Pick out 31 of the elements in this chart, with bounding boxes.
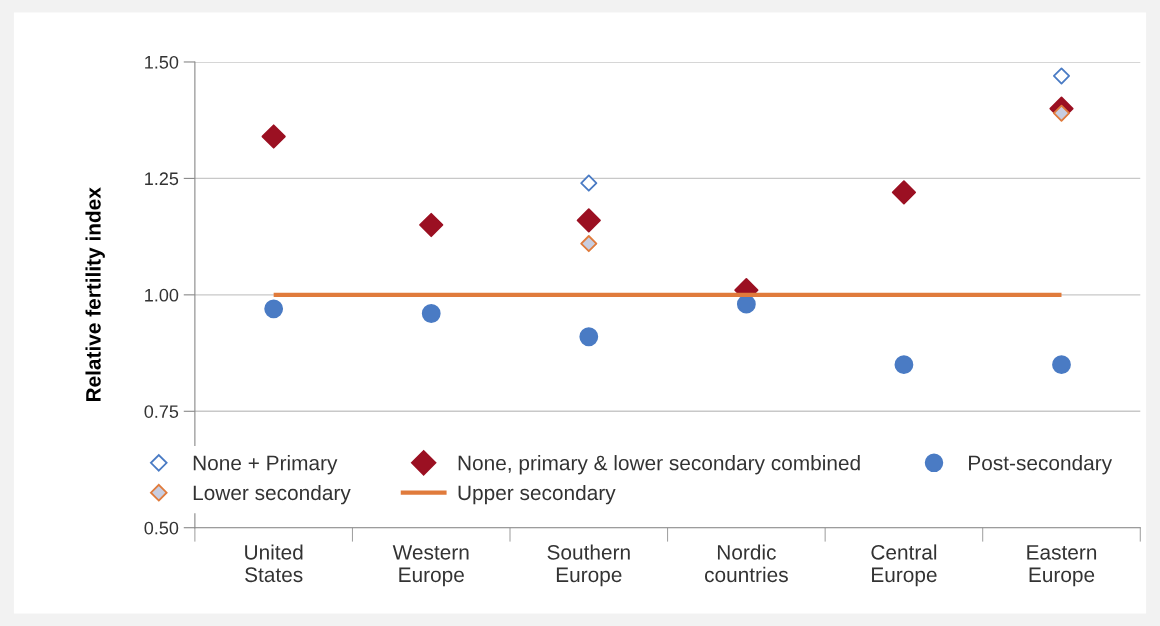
y-axis-title: Relative fertility index	[85, 187, 105, 402]
y-tick-label: 1.00	[145, 288, 179, 302]
x-tick-label: Eastern Europe	[1027, 545, 1097, 587]
point	[891, 180, 917, 205]
point	[421, 304, 441, 323]
legend-label: None + Primary	[193, 455, 338, 475]
point	[419, 212, 444, 238]
point	[580, 174, 598, 192]
y-tick-label: 1.50	[145, 55, 179, 69]
y-tick-label: 0.75	[144, 405, 179, 418]
legend-label: Post-secondary	[969, 455, 1113, 475]
y-tick-label: 1.25	[145, 172, 179, 186]
point	[894, 355, 914, 375]
x-tick-label: Southern Europe	[547, 544, 630, 587]
legend-label: Lower secondary	[193, 484, 351, 505]
point	[736, 294, 756, 314]
point	[580, 235, 598, 253]
x-tick-label: Western Europe	[392, 545, 469, 587]
point	[576, 208, 601, 233]
legend-label: Upper secondary	[458, 484, 616, 505]
point	[264, 299, 284, 319]
point	[579, 327, 599, 347]
point	[1052, 67, 1071, 85]
point	[261, 124, 286, 149]
point	[1052, 104, 1071, 122]
x-tick-label: United States	[245, 544, 303, 583]
y-tick-label: 0.50	[144, 521, 179, 535]
legend-label: None, primary & lower secondary combined	[458, 455, 860, 475]
x-tick-label: Nordic countries	[704, 544, 788, 583]
x-tick-label: Central Europe	[871, 544, 937, 587]
point	[1052, 355, 1071, 375]
